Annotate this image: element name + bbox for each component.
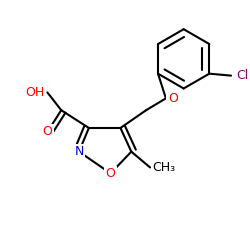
Text: CH₃: CH₃ (152, 161, 175, 174)
Text: OH: OH (25, 86, 44, 99)
Text: O: O (42, 126, 52, 138)
Text: O: O (106, 167, 116, 180)
Text: N: N (74, 145, 84, 158)
Text: Cl: Cl (236, 69, 248, 82)
Text: O: O (168, 92, 178, 105)
